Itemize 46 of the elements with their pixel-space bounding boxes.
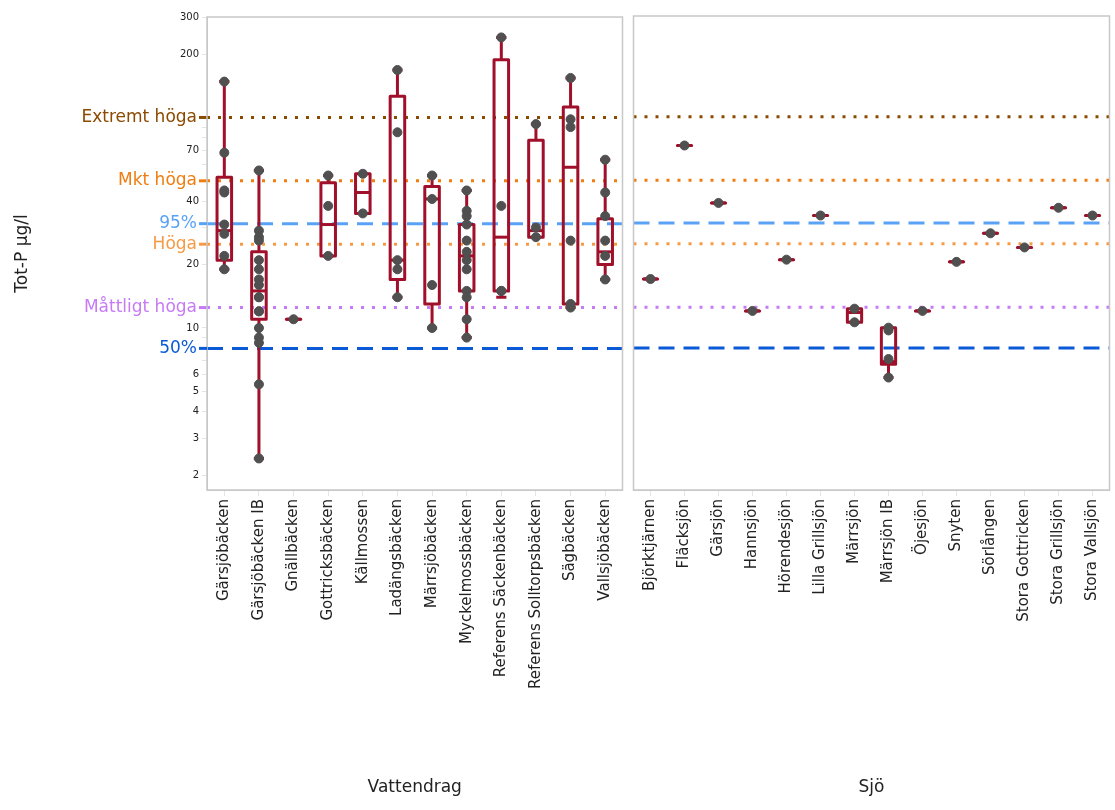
- y-axis-title: Tot-P µg/l: [10, 214, 31, 294]
- x-tick-label: Vallsjöbäcken: [595, 499, 614, 601]
- x-tick-label: Gottricksbäcken: [318, 499, 337, 621]
- x-tick-label: Hannsjön: [742, 499, 761, 570]
- y-tick-label: 2: [192, 468, 199, 480]
- ref-line-label: Måttligt höga: [83, 296, 197, 316]
- x-tick-label: Stora Vallsjön: [1082, 499, 1101, 601]
- y-tick-label: 4: [192, 405, 199, 417]
- y-tick-label: 300: [179, 10, 199, 22]
- text: 95%: [159, 212, 197, 233]
- y-tick-label: 5: [192, 384, 199, 396]
- x-tick-label: Myckelmossbäcken: [456, 499, 475, 644]
- ref-line-label: Mkt höga: [118, 169, 197, 190]
- x-tick-label: Hörendesjön: [776, 499, 795, 594]
- y-tick-label: 20: [186, 258, 199, 270]
- x-tick-label: Björktjärnen: [640, 499, 659, 591]
- x-tick-label: Gnällbäcken: [283, 499, 302, 592]
- x-tick-label: Ladängsbäcken: [387, 499, 406, 616]
- x-tick-label: Källmossen: [352, 499, 371, 585]
- x-tick-label: Märrsjön IB: [878, 499, 897, 584]
- x-tick-label: Märrsjön: [844, 499, 863, 564]
- x-tick-label: Stora Grillsjön: [1048, 499, 1067, 605]
- x-tick-label: Lilla Grillsjön: [810, 499, 829, 595]
- x-tick-label: Gärsjön: [708, 499, 727, 557]
- x-tick-label: Gärsjöbäcken IB: [248, 499, 267, 621]
- text: 50%: [159, 336, 197, 357]
- y-tick-label: 6: [192, 368, 199, 380]
- x-axis-title: Sjö: [858, 776, 885, 797]
- x-tick-label: Referens Säckenbäcken: [491, 499, 510, 678]
- y-tick-label: 70: [186, 143, 199, 155]
- x-tick-label: Gärsjöbäcken: [214, 499, 233, 601]
- x-tick-label: Öjesjön: [911, 499, 931, 555]
- x-axis-title: Vattendrag: [367, 776, 462, 797]
- x-tick-label: Fläcksjön: [674, 499, 693, 569]
- y-tick-label: 200: [179, 47, 199, 59]
- x-tick-label: Sägbäcken: [560, 499, 579, 582]
- x-tick-label: Referens Solltorpsbäcken: [525, 499, 544, 690]
- y-tick-label: 10: [186, 321, 199, 333]
- ref-line-label: Extremt höga: [81, 105, 197, 126]
- ref-line-label: Höga: [152, 232, 197, 253]
- y-tick-label: 3: [192, 431, 199, 443]
- x-tick-label: Stora Gottricken: [1014, 499, 1033, 622]
- x-tick-label: Snyten: [946, 499, 965, 552]
- x-tick-label: Märrsjöbäcken: [421, 499, 440, 609]
- x-tick-label: Sörlången: [980, 499, 999, 575]
- y-tick-label: 40: [186, 194, 199, 206]
